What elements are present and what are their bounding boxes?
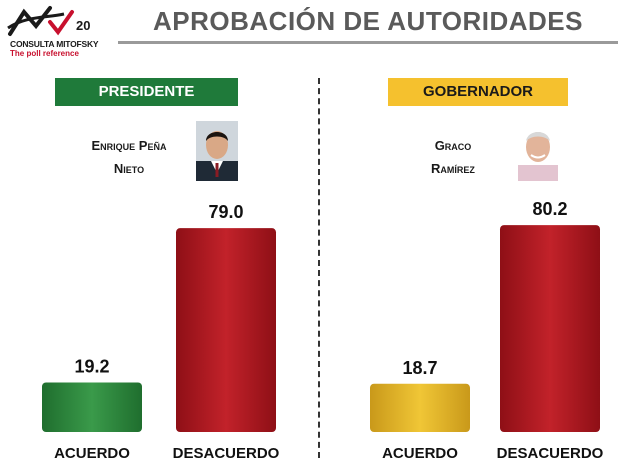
page-title: APROBACIÓN DE AUTORIDADES: [153, 6, 583, 36]
bar-gobernador-desacuerdo: [500, 225, 600, 432]
value-label-gobernador-desacuerdo: 80.2: [532, 199, 567, 219]
value-label-presidente-acuerdo: 19.2: [74, 356, 109, 376]
logo-tagline: The poll reference: [10, 49, 79, 58]
category-label-gobernador-acuerdo: ACUERDO: [382, 445, 458, 462]
value-label-presidente-desacuerdo: 79.0: [208, 202, 243, 222]
bar-presidente-desacuerdo: [176, 228, 276, 432]
name-line-2: Nieto: [113, 161, 145, 176]
category-label-presidente-desacuerdo: DESACUERDO: [173, 445, 280, 462]
gobernador-portrait: [514, 121, 562, 181]
presidente-portrait: [196, 121, 238, 181]
bar-presidente-acuerdo: [42, 382, 142, 432]
section-header-presidente: PRESIDENTE: [55, 78, 238, 106]
value-label-gobernador-acuerdo: 18.7: [402, 358, 437, 378]
section-divider: [318, 78, 320, 458]
logo-brand: CONSULTA MITOFSKY: [10, 39, 99, 49]
logo-mark-icon: 20: [7, 6, 90, 36]
name-line-1: Graco: [434, 138, 472, 153]
logo-badge: 20: [76, 18, 90, 33]
mitofsky-logo: 20 CONSULTA MITOFSKY The poll reference: [6, 4, 106, 62]
category-label-presidente-acuerdo: ACUERDO: [54, 445, 130, 462]
bar-gobernador-acuerdo: [370, 383, 470, 432]
person-name-gobernador: Graco Ramírez: [408, 134, 498, 180]
person-name-presidente: Enrique Peña Nieto: [70, 134, 188, 180]
title-underline: [118, 41, 618, 44]
section-header-gobernador: GOBERNADOR: [388, 78, 568, 106]
name-line-1: Enrique Peña: [91, 138, 167, 153]
category-label-gobernador-desacuerdo: DESACUERDO: [497, 445, 604, 462]
name-line-2: Ramírez: [431, 161, 475, 176]
